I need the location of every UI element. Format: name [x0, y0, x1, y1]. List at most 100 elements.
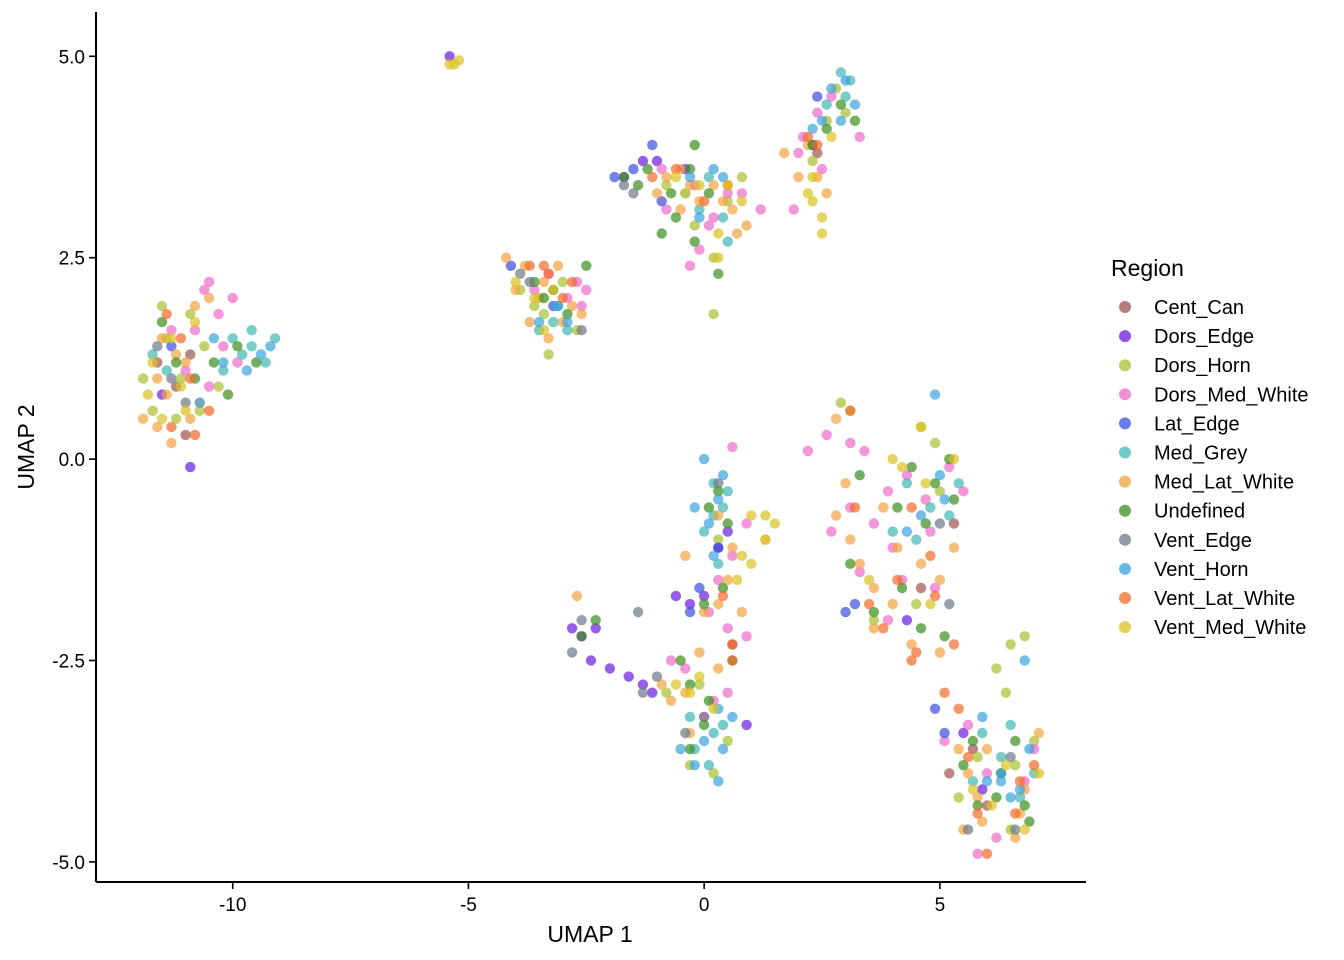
data-point: [147, 349, 158, 360]
series-vent-lat-white: [161, 131, 1040, 859]
legend-key: [1119, 504, 1131, 517]
data-point: [618, 171, 630, 183]
data-point: [524, 316, 535, 328]
data-point: [684, 711, 696, 723]
data-point: [713, 252, 724, 263]
data-point: [684, 260, 696, 271]
data-point: [694, 204, 705, 215]
data-point: [1010, 808, 1021, 819]
legend-label: Med_Grey: [1154, 443, 1247, 465]
data-point: [816, 212, 828, 223]
data-point: [755, 204, 766, 215]
data-point: [590, 615, 601, 626]
data-point: [746, 510, 757, 521]
data-point: [684, 171, 696, 183]
data-point: [717, 590, 729, 602]
data-point: [991, 663, 1002, 674]
y-tick-label: -2.5: [52, 651, 85, 672]
data-point: [232, 357, 243, 368]
data-point: [651, 671, 663, 682]
data-point: [651, 155, 663, 167]
data-point: [637, 155, 649, 167]
legend-label: Dors_Horn: [1154, 355, 1251, 377]
legend-title: Region: [1111, 255, 1184, 281]
data-point: [689, 236, 700, 247]
data-point: [812, 107, 823, 118]
data-point: [708, 727, 719, 739]
data-point: [1010, 832, 1021, 843]
data-point: [863, 598, 875, 610]
data-point: [227, 333, 238, 344]
data-point: [529, 284, 540, 296]
data-point: [670, 163, 682, 175]
data-point: [807, 123, 818, 134]
data-point: [713, 510, 724, 521]
data-point: [675, 655, 686, 666]
data-point: [203, 381, 215, 392]
data-point: [538, 276, 550, 288]
data-point: [906, 461, 917, 473]
data-point: [845, 405, 856, 416]
data-point: [203, 405, 215, 416]
data-point: [944, 598, 955, 610]
data-point: [142, 389, 154, 400]
data-point: [849, 115, 861, 127]
data-point: [647, 687, 658, 698]
y-axis-title: UMAP 2: [13, 404, 39, 489]
data-point: [920, 518, 931, 529]
legend-key: [1119, 446, 1131, 459]
data-point: [647, 171, 658, 183]
data-point: [948, 639, 960, 650]
data-point: [746, 558, 757, 569]
data-point: [977, 784, 988, 795]
data-point: [156, 300, 168, 312]
data-point: [816, 163, 828, 175]
data-point: [581, 260, 592, 271]
data-point: [444, 51, 455, 62]
data-point: [717, 171, 729, 183]
data-point: [166, 341, 177, 352]
data-point: [717, 502, 729, 513]
data-point: [925, 526, 936, 537]
data-point: [713, 574, 724, 586]
y-tick-label: 5.0: [59, 47, 85, 68]
data-point: [185, 461, 196, 473]
data-point: [189, 429, 201, 441]
data-point: [703, 188, 715, 199]
data-point: [736, 606, 748, 618]
data-point: [859, 445, 870, 457]
data-point: [708, 308, 719, 320]
data-point: [1019, 655, 1030, 666]
legend-label: Dors_Edge: [1154, 326, 1254, 348]
data-point: [925, 550, 936, 561]
data-point: [802, 188, 814, 199]
data-point: [218, 357, 229, 368]
data-point: [845, 558, 856, 569]
data-point: [656, 196, 667, 207]
data-point: [529, 300, 540, 312]
legend-label: Vent_Edge: [1154, 530, 1252, 552]
data-point: [717, 470, 729, 481]
data-point: [510, 276, 521, 288]
data-point: [929, 389, 941, 400]
data-point: [161, 308, 172, 320]
data-point: [911, 598, 922, 610]
data-point: [576, 308, 587, 320]
data-point: [189, 325, 201, 336]
data-point: [840, 75, 851, 86]
data-point: [656, 163, 667, 175]
data-point: [185, 308, 196, 320]
data-point: [939, 687, 950, 698]
data-point: [670, 212, 682, 223]
data-point: [505, 260, 517, 271]
data-point: [642, 163, 653, 175]
data-point: [915, 558, 927, 569]
data-point: [868, 518, 880, 529]
data-point: [962, 768, 974, 779]
legend: Region Cent_Can Dors_Edge Dors_Horn Dors_Me…: [1111, 255, 1309, 639]
data-point: [656, 228, 667, 239]
data-point: [1005, 639, 1016, 650]
data-point: [760, 534, 771, 545]
data-point: [694, 647, 705, 658]
data-point: [694, 582, 705, 594]
